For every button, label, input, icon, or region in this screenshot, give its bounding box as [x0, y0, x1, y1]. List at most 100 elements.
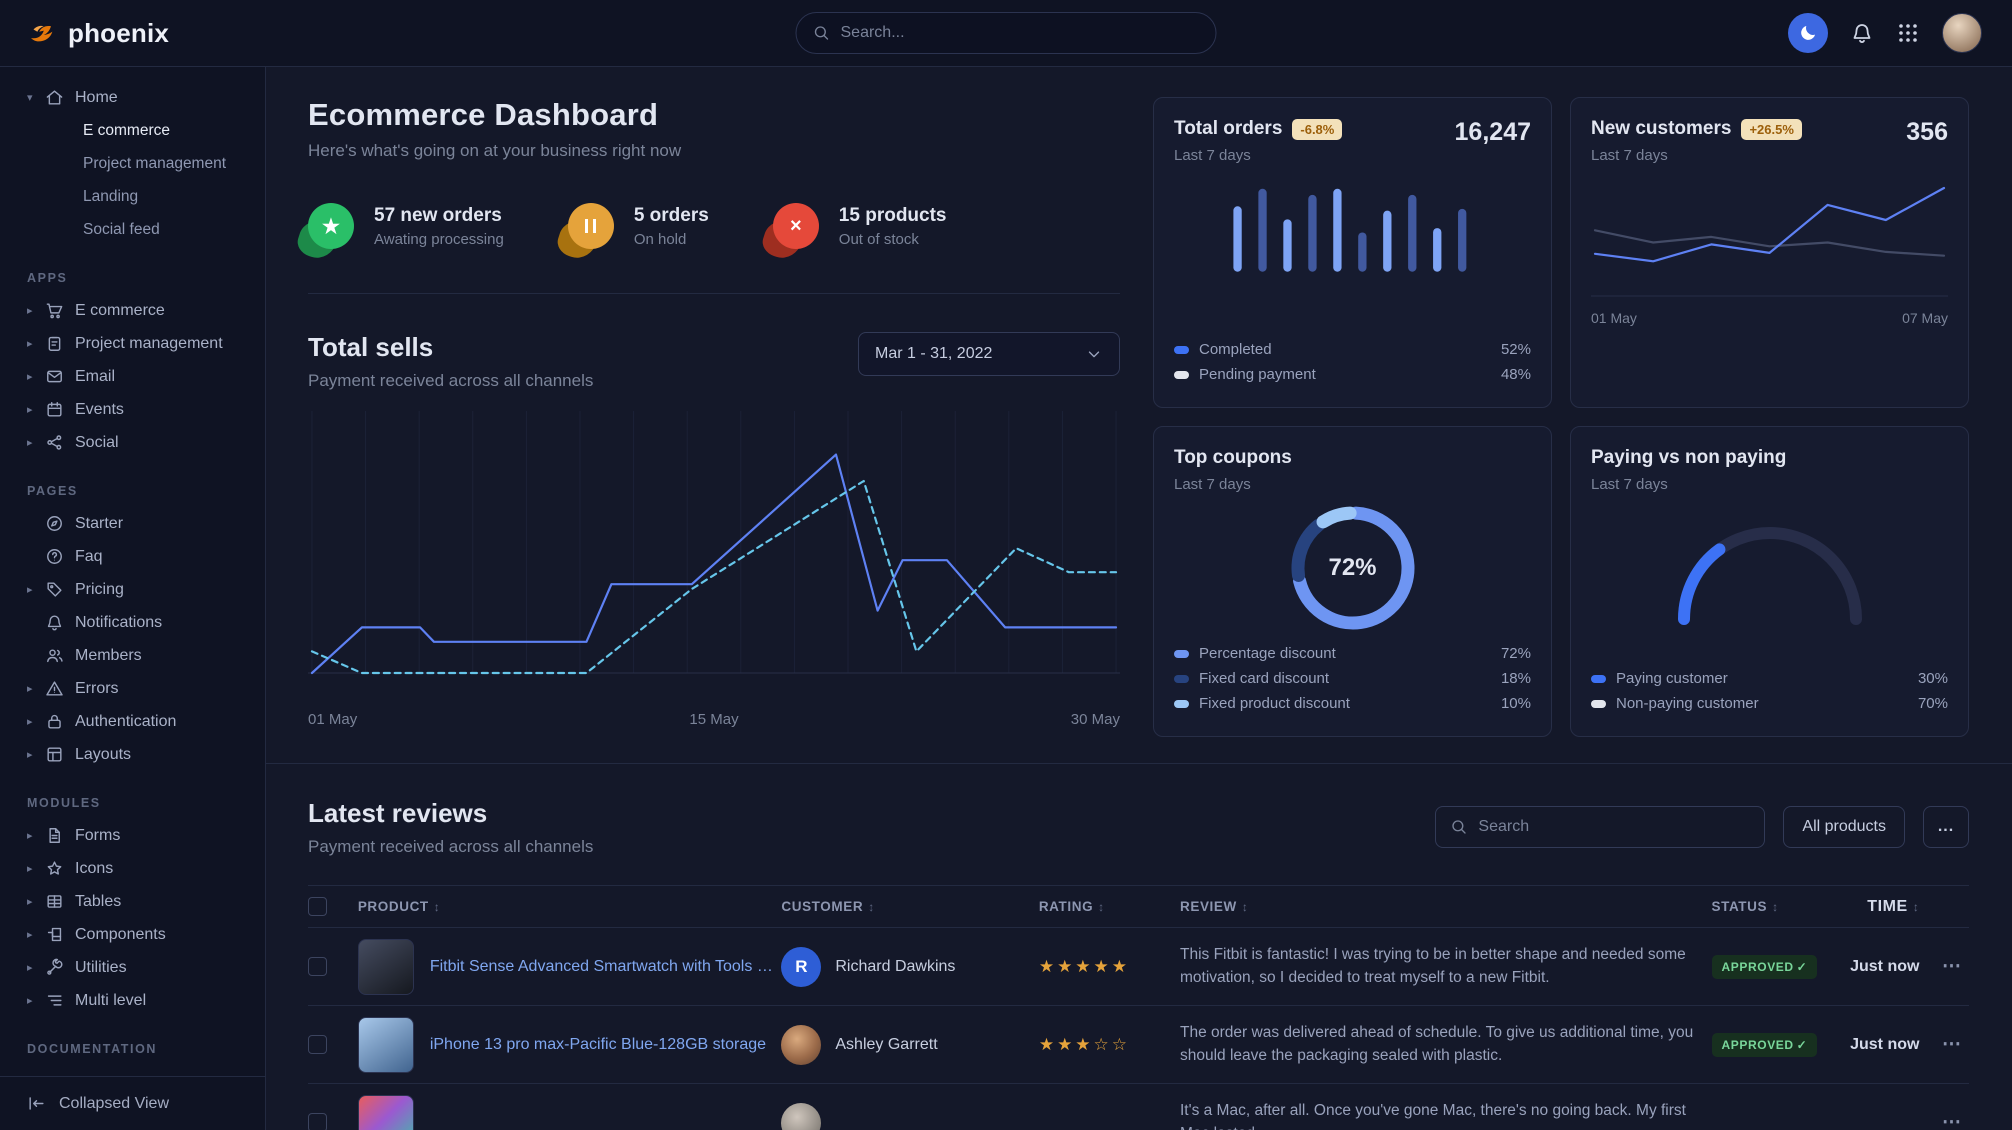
sidebar-item-errors[interactable]: ▸ Errors: [0, 672, 265, 705]
sidebar-item-starter[interactable]: Starter: [0, 507, 265, 540]
row-checkbox[interactable]: [308, 1113, 327, 1130]
column-header-time[interactable]: TIME ↕: [1844, 885, 1928, 928]
caret-icon: ▸: [27, 863, 33, 875]
stat-on-hold: 5 orders On hold: [553, 203, 709, 263]
reviews-search[interactable]: [1435, 806, 1766, 848]
star-icon: [45, 859, 65, 879]
card-period: Last 7 days: [1591, 147, 1668, 164]
legend-label: Completed: [1199, 341, 1272, 358]
sidebar-item-notifications[interactable]: Notifications: [0, 606, 265, 639]
sidebar-item-forms[interactable]: ▸ Forms: [0, 819, 265, 852]
sidebar-item-icons[interactable]: ▸ Icons: [0, 852, 265, 885]
global-search[interactable]: [795, 12, 1217, 54]
sidebar-item-label: Pricing: [75, 580, 124, 598]
sidebar-item-social[interactable]: ▸ Social: [0, 426, 265, 459]
collapsed-view-toggle[interactable]: Collapsed View: [0, 1076, 265, 1130]
compass-icon: [45, 514, 65, 534]
legend-value: 10%: [1500, 695, 1531, 712]
table-icon: [45, 892, 65, 912]
row-actions-button[interactable]: ⋯: [1942, 956, 1961, 977]
sidebar-subitem-e-commerce[interactable]: E commerce: [83, 121, 170, 139]
legend-item-pending-payment: Pending payment 48%: [1174, 362, 1531, 387]
sidebar-item-multi-level[interactable]: ▸ Multi level: [0, 984, 265, 1017]
stat-caption: On hold: [633, 230, 687, 248]
customers-x-axis: 01 May 07 May: [1591, 310, 1948, 326]
reviews-table-head-row: PRODUCT ↕ CUSTOMER ↕ RATING ↕ REVIEW ↕ STATUS ↕ TI…: [308, 885, 1969, 928]
notifications-bell-icon[interactable]: [1850, 21, 1874, 45]
legend-label: Non-paying customer: [1616, 695, 1759, 712]
reviews-more-button[interactable]: ...: [1923, 806, 1969, 848]
card-title: Paying vs non paying: [1591, 447, 1787, 468]
column-header-rating[interactable]: RATING ↕: [1038, 885, 1180, 928]
rating-stars: ★★★☆☆: [1038, 1034, 1131, 1054]
home-icon: [45, 88, 65, 108]
caret-icon: ▸: [27, 896, 33, 908]
sidebar-item-label: Icons: [75, 859, 114, 877]
row-checkbox[interactable]: [308, 957, 327, 976]
list-icon: [45, 991, 65, 1011]
column-header-review[interactable]: REVIEW ↕: [1180, 885, 1712, 928]
axis-label: 30 May: [1070, 711, 1120, 728]
global-search-input[interactable]: [840, 24, 1200, 42]
sidebar-item-e-commerce[interactable]: ▸ E commerce: [0, 294, 265, 327]
legend-swatch: [1174, 370, 1189, 379]
legend-item-completed: Completed 52%: [1174, 337, 1531, 362]
legend-label: Paying customer: [1616, 670, 1728, 687]
navbar-actions: [1788, 13, 1982, 53]
sidebar-item-project-management[interactable]: ▸ Project management: [0, 327, 265, 360]
select-all-checkbox[interactable]: [308, 897, 327, 916]
product-link[interactable]: iPhone 13 pro max-Pacific Blue-128GB sto…: [429, 1035, 767, 1053]
sort-icon: ↕: [868, 900, 875, 914]
sidebar-item-pricing[interactable]: ▸ Pricing: [0, 573, 265, 606]
stat-out-of-stock: × 15 products Out of stock: [758, 203, 947, 263]
row-actions-button[interactable]: ⋯: [1942, 1034, 1961, 1055]
theme-toggle-button[interactable]: [1788, 13, 1828, 53]
row-checkbox[interactable]: [308, 1035, 327, 1054]
sidebar-item-layouts[interactable]: ▸ Layouts: [0, 738, 265, 771]
sidebar-item-events[interactable]: ▸ Events: [0, 393, 265, 426]
page-title: Ecommerce Dashboard: [308, 97, 659, 132]
stats-row: ★ 57 new orders Awating processing 5 orders…: [294, 203, 1120, 263]
sidebar-item-home[interactable]: ▾ Home: [0, 81, 265, 114]
legend-value: 52%: [1500, 341, 1531, 358]
apps-grid-icon[interactable]: [1896, 21, 1920, 45]
customer-avatar: [781, 1024, 822, 1065]
sidebar-subitem-social-feed[interactable]: Social feed: [83, 220, 160, 238]
sidebar-item-utilities[interactable]: ▸ Utilities: [0, 951, 265, 984]
layout-icon: [45, 745, 65, 765]
stat-value: 5 orders: [633, 204, 709, 226]
column-header-status[interactable]: STATUS ↕: [1711, 885, 1845, 928]
sidebar-item-label: Faq: [75, 547, 103, 565]
product-link[interactable]: Fitbit Sense Advanced Smartwatch with To…: [429, 957, 774, 975]
customers-line-chart: [1591, 178, 1948, 306]
user-avatar[interactable]: [1942, 13, 1982, 53]
column-header-product[interactable]: PRODUCT ↕: [357, 885, 782, 928]
date-range-select[interactable]: Mar 1 - 31, 2022: [858, 332, 1120, 376]
sidebar-item-label: Tables: [75, 892, 122, 910]
chevron-down-icon: [1085, 345, 1103, 363]
sidebar-item-faq[interactable]: Faq: [0, 540, 265, 573]
sidebar-item-authentication[interactable]: ▸ Authentication: [0, 705, 265, 738]
sidebar-item-tables[interactable]: ▸ Tables: [0, 885, 265, 918]
sort-icon: ↕: [1772, 900, 1779, 914]
reviews-search-input[interactable]: [1478, 818, 1751, 836]
sidebar-item-label: Components: [75, 925, 166, 943]
sidebar-item-email[interactable]: ▸ Email: [0, 360, 265, 393]
brand[interactable]: phoenix: [26, 17, 169, 49]
legend-label: Pending payment: [1199, 366, 1316, 383]
all-products-filter-button[interactable]: All products: [1783, 806, 1905, 848]
sidebar: ▾ Home E commerce Project management Landing…: [0, 67, 266, 1130]
sidebar-item-members[interactable]: Members: [0, 639, 265, 672]
review-row: Fitbit Sense Advanced Smartwatch with To…: [308, 927, 1969, 1006]
row-actions-button[interactable]: ⋯: [1942, 1112, 1961, 1130]
total-sells-x-axis: 01 May 15 May 30 May: [308, 711, 1120, 728]
close-icon: ×: [758, 203, 819, 263]
stat-value: 15 products: [838, 204, 947, 226]
sidebar-subitem-landing[interactable]: Landing: [83, 187, 139, 205]
legend-swatch: [1174, 649, 1189, 658]
caret-icon: ▸: [27, 683, 33, 695]
column-header-customer[interactable]: CUSTOMER ↕: [781, 885, 1039, 928]
sidebar-subitem-project-management[interactable]: Project management: [83, 154, 227, 172]
sidebar-item-components[interactable]: ▸ Components: [0, 918, 265, 951]
sidebar-item-label: Home: [75, 88, 118, 106]
